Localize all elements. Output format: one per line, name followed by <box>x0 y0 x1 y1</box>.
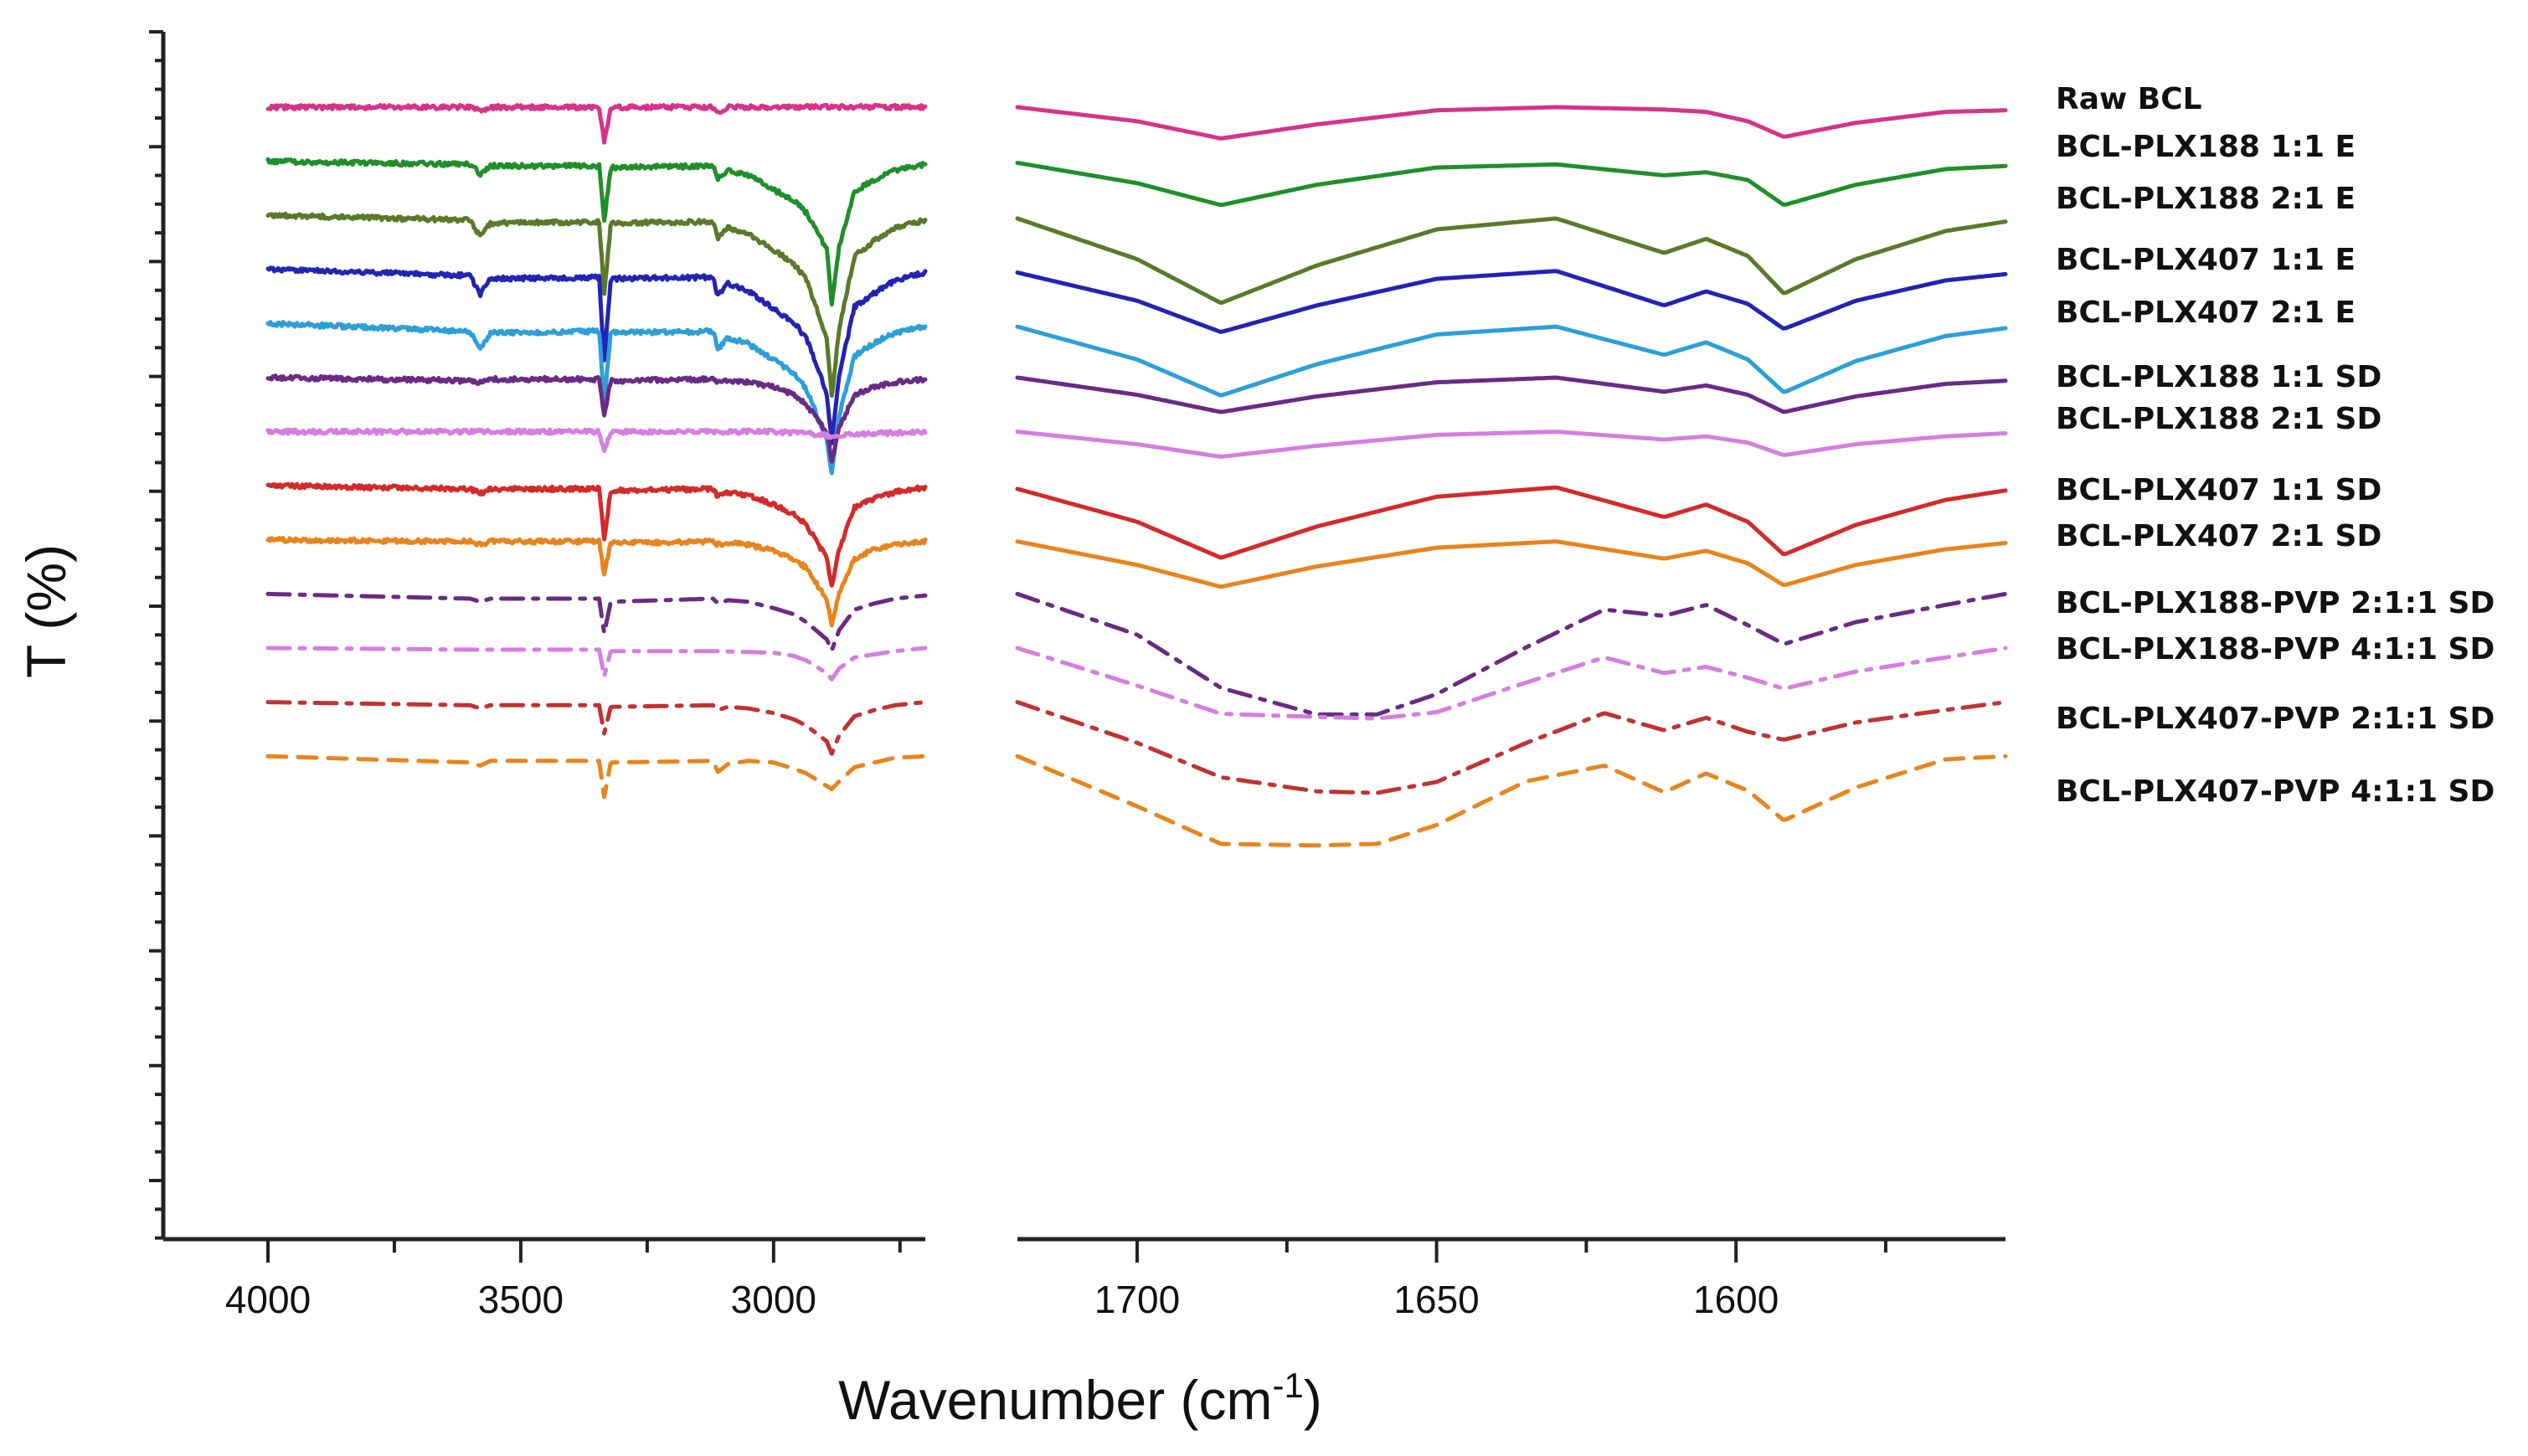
series-line-high <box>265 646 928 682</box>
series-4 <box>265 265 2008 445</box>
x-axis-title-close: ) <box>1304 1369 1322 1431</box>
series-line-high <box>265 591 928 653</box>
series-6 <box>265 373 2008 464</box>
x-axis-title-main: Wavenumber (cm <box>838 1369 1272 1431</box>
series-line-high <box>265 265 928 445</box>
series-12 <box>265 700 2008 795</box>
series-line-low <box>1015 485 2008 560</box>
series-7 <box>265 427 2008 459</box>
series-line-low <box>1015 754 2008 848</box>
legend-label: BCL-PLX407 1:1 E <box>2056 243 2356 277</box>
y-axis-ticks <box>149 30 163 1240</box>
legend-label: BCL-PLX188 1:1 SD <box>2056 360 2381 394</box>
x-tick-label: 1600 <box>1693 1278 1779 1321</box>
series-line-low <box>1015 591 2008 717</box>
series-3 <box>265 211 2008 398</box>
series-line-low <box>1015 430 2008 459</box>
series-layer <box>265 102 2008 848</box>
legend-label: Raw BCL <box>2056 82 2202 116</box>
series-line-low <box>1015 105 2008 141</box>
series-line-high <box>265 700 928 756</box>
legend: Raw BCL BCL-PLX188 1:1 E BCL-PLX188 2:1 E B… <box>2056 82 2495 809</box>
series-line-low <box>1015 646 2008 721</box>
x-axis-title: Wavenumber (cm-1) <box>838 1366 1322 1431</box>
legend-label: BCL-PLX188 2:1 SD <box>2056 402 2381 436</box>
series-8 <box>265 481 2008 588</box>
series-line-low <box>1015 375 2008 414</box>
series-11 <box>265 646 2008 721</box>
x-tick-label: 1700 <box>1094 1278 1180 1321</box>
series-line-high <box>265 211 928 398</box>
legend-label: BCL-PLX188-PVP 2:1:1 SD <box>2056 586 2495 620</box>
series-1 <box>265 102 2008 145</box>
series-line-low <box>1015 269 2008 334</box>
series-2 <box>265 157 2008 307</box>
series-line-high <box>265 320 928 476</box>
series-line-low <box>1015 539 2008 589</box>
legend-label: BCL-PLX188 1:1 E <box>2056 130 2356 164</box>
series-10 <box>265 591 2008 717</box>
y-axis-title: T (%) <box>15 544 77 678</box>
series-line-high <box>265 157 928 307</box>
series-line-low <box>1015 161 2008 208</box>
series-line-high <box>265 427 928 454</box>
series-line-high <box>265 373 928 464</box>
x-axis-ticks-low: 1700 1650 1600 <box>1094 1239 1887 1321</box>
series-5 <box>265 320 2008 476</box>
series-13 <box>265 754 2008 848</box>
x-tick-label: 3500 <box>478 1278 564 1321</box>
x-tick-label: 4000 <box>225 1278 311 1321</box>
legend-label: BCL-PLX407-PVP 4:1:1 SD <box>2056 774 2495 809</box>
x-axis-title-sup: -1 <box>1273 1366 1304 1405</box>
legend-label: BCL-PLX407-PVP 2:1:1 SD <box>2056 702 2495 736</box>
legend-label: BCL-PLX188 2:1 E <box>2056 182 2356 216</box>
series-line-low <box>1015 216 2008 306</box>
x-axis-ticks-high: 4000 3500 3000 <box>225 1239 902 1321</box>
series-9 <box>265 535 2008 628</box>
series-line-low <box>1015 700 2008 795</box>
x-tick-label: 3000 <box>731 1278 816 1321</box>
series-line-low <box>1015 324 2008 398</box>
legend-label: BCL-PLX188-PVP 4:1:1 SD <box>2056 632 2495 666</box>
series-line-high <box>265 535 928 628</box>
legend-label: BCL-PLX407 1:1 SD <box>2056 473 2381 507</box>
series-line-high <box>265 102 928 145</box>
x-tick-label: 1650 <box>1393 1278 1479 1321</box>
legend-label: BCL-PLX407 2:1 SD <box>2056 519 2381 553</box>
series-line-high <box>265 481 928 588</box>
legend-label: BCL-PLX407 2:1 E <box>2056 296 2356 330</box>
series-line-high <box>265 754 928 800</box>
